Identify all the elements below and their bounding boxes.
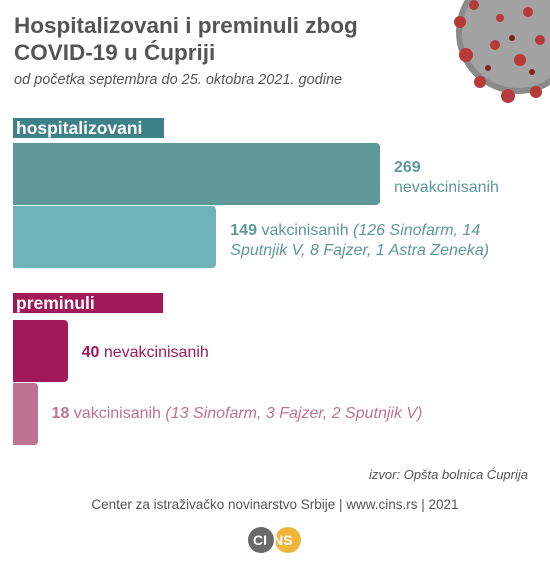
source-note: izvor: Opšta bolnica Ćuprija bbox=[369, 467, 528, 482]
virus-illustration bbox=[454, 0, 550, 103]
detail-deceased-vaccinated: (13 Sinofarm, 3 Fajzer, 2 Sputnjik V) bbox=[165, 405, 423, 422]
value-hospitalized-unvaccinated: 269 bbox=[394, 159, 421, 176]
data-label-hospitalized-vaccinated: 149 vakcinisanih (126 Sinofarm, 14 Sputn… bbox=[230, 221, 530, 261]
section-label-hospitalized: hospitalizovani bbox=[13, 118, 164, 138]
footer-credit: Center za istraživačko novinarstvo Srbij… bbox=[91, 497, 459, 512]
logo-text-right: NS bbox=[273, 532, 292, 548]
data-label-hospitalized-unvaccinated: 269 nevakcinisanih bbox=[394, 158, 524, 198]
value-deceased-vaccinated: 18 bbox=[51, 405, 70, 422]
bar-deceased-vaccinated bbox=[13, 383, 38, 445]
chart-subtitle: od početka septembra do 25. oktobra 2021… bbox=[14, 72, 343, 88]
bar-hospitalized-vaccinated bbox=[13, 206, 217, 268]
section-label-hospitalized-text: hospitalizovani bbox=[16, 118, 143, 138]
bar-hospitalized-unvaccinated bbox=[13, 143, 380, 205]
logo-text-left: CI bbox=[253, 532, 267, 548]
detail-hospitalized-vaccinated: (126 Sinofarm, 14 Sputnjik V, 8 Fajzer, … bbox=[230, 222, 490, 259]
category-deceased-unvaccinated: nevakcinisanih bbox=[103, 344, 209, 361]
value-deceased-unvaccinated: 40 bbox=[81, 344, 100, 361]
bar-deceased-unvaccinated bbox=[13, 320, 68, 382]
section-label-deceased-text: preminuli bbox=[16, 293, 95, 313]
category-deceased-vaccinated: vakcinisanih bbox=[73, 405, 161, 422]
value-hospitalized-vaccinated: 149 bbox=[230, 222, 257, 239]
data-label-deceased-vaccinated: 18 vakcinisanih (13 Sinofarm, 3 Fajzer, … bbox=[52, 404, 472, 424]
section-label-deceased: preminuli bbox=[13, 293, 163, 313]
category-hospitalized-unvaccinated: nevakcinisanih bbox=[394, 179, 499, 196]
data-label-deceased-unvaccinated: 40 nevakcinisanih bbox=[82, 343, 382, 363]
category-hospitalized-vaccinated: vakcinisanih bbox=[261, 222, 349, 239]
chart-title: Hospitalizovani i preminuli zbog COVID-1… bbox=[14, 13, 358, 65]
cins-logo: CI NS bbox=[248, 527, 301, 553]
